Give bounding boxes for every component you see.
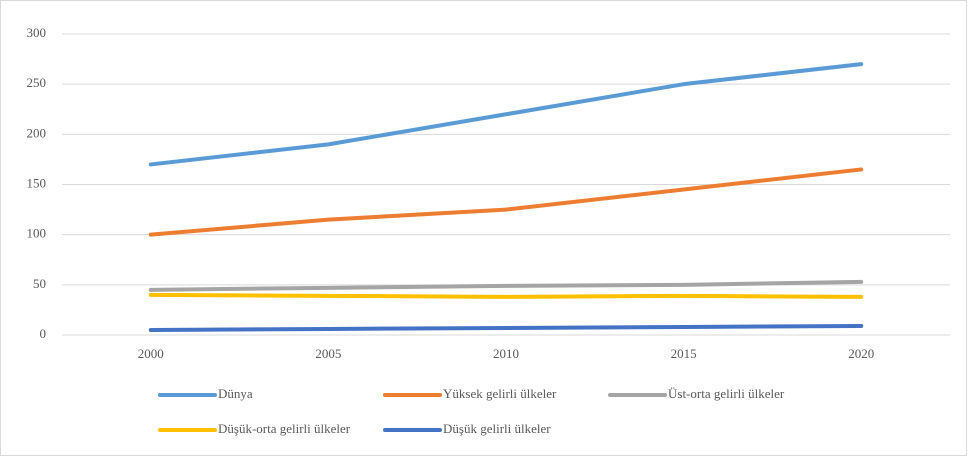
legend-label: Üst-orta gelirli ülkeler bbox=[668, 386, 785, 401]
y-tick-label: 100 bbox=[27, 226, 47, 241]
x-tick-label: 2005 bbox=[315, 346, 341, 361]
legend-label: Yüksek gelirli ülkeler bbox=[443, 386, 557, 401]
series-line bbox=[148, 279, 864, 292]
x-tick-label: 2010 bbox=[493, 346, 519, 361]
x-tick-label: 2000 bbox=[138, 346, 164, 361]
y-tick-label: 50 bbox=[33, 276, 46, 291]
series-line bbox=[148, 62, 864, 167]
x-tick-label: 2015 bbox=[671, 346, 697, 361]
legend-label: Düşük gelirli ülkeler bbox=[443, 421, 551, 436]
y-tick-label: 200 bbox=[27, 125, 47, 140]
y-tick-label: 250 bbox=[27, 75, 47, 90]
series-line bbox=[148, 323, 864, 332]
y-tick-label: 150 bbox=[27, 175, 47, 190]
series-line bbox=[148, 167, 864, 237]
y-tick-label: 0 bbox=[40, 326, 47, 341]
y-tick-label: 300 bbox=[27, 25, 47, 40]
series-line bbox=[148, 292, 864, 299]
legend-label: Düşük-orta gelirli ülkeler bbox=[218, 421, 351, 436]
x-tick-label: 2020 bbox=[848, 346, 874, 361]
legend-label: Dünya bbox=[218, 386, 253, 401]
